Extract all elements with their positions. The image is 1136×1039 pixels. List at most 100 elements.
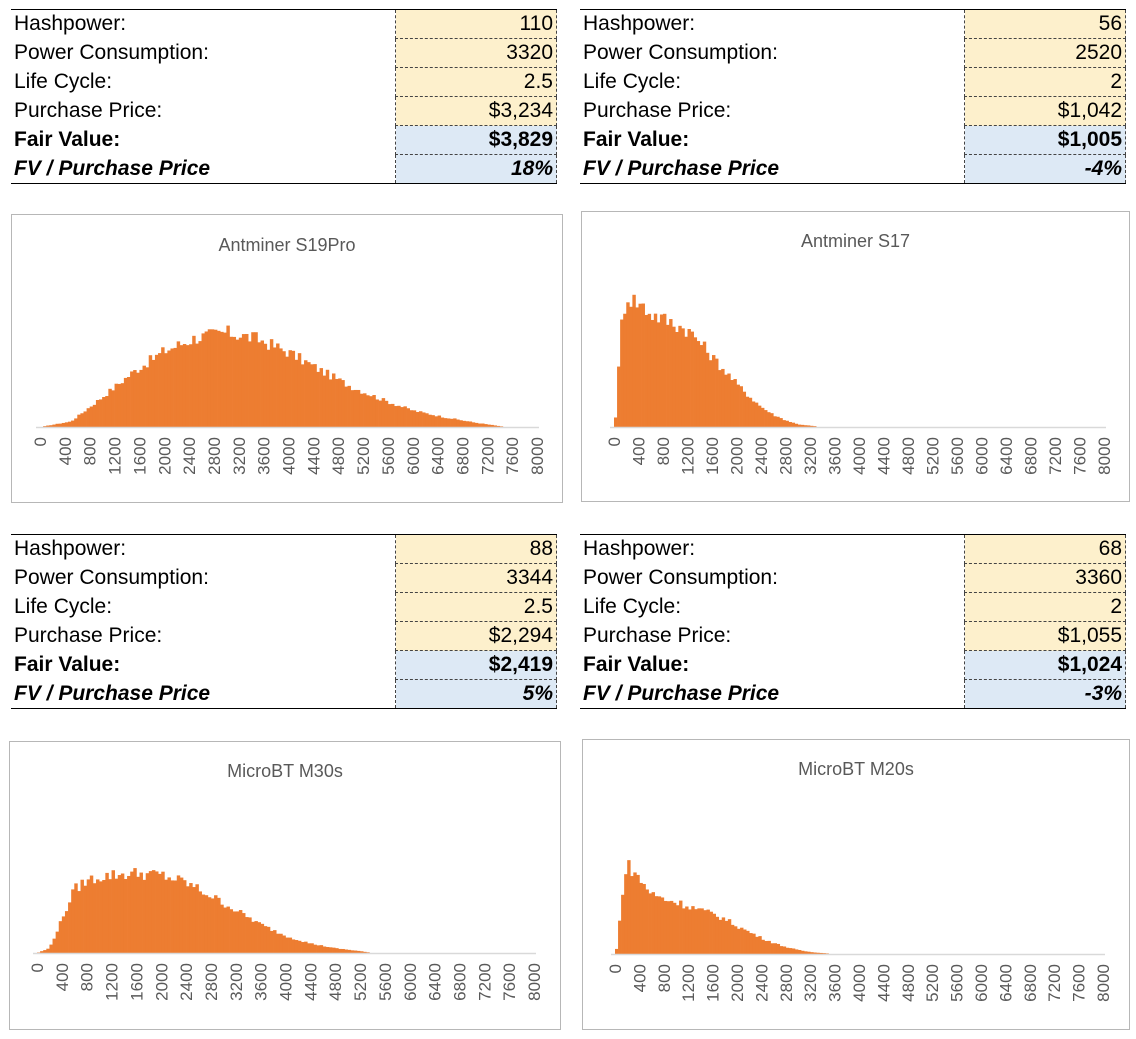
histogram-bar bbox=[127, 875, 131, 953]
input-cell[interactable]: $1,042 bbox=[964, 96, 1126, 126]
histogram-bar bbox=[55, 423, 59, 427]
histogram-bar bbox=[456, 419, 460, 427]
x-tick-label: 8000 bbox=[525, 963, 544, 1001]
histogram-bar bbox=[372, 395, 376, 427]
histogram-bar bbox=[198, 891, 202, 953]
histogram-bar bbox=[155, 871, 159, 953]
param-label: Hashpower: bbox=[14, 12, 127, 36]
histogram-bar bbox=[657, 896, 662, 954]
histogram-bar bbox=[687, 329, 691, 427]
histogram-bar bbox=[43, 426, 47, 427]
histogram-bar bbox=[142, 365, 146, 427]
histogram-bar bbox=[406, 408, 410, 427]
x-tick-label: 400 bbox=[630, 437, 649, 465]
input-cell[interactable]: 56 bbox=[964, 9, 1126, 39]
histogram-bar bbox=[353, 950, 358, 953]
histogram-bar bbox=[359, 393, 364, 427]
input-cell[interactable]: 2 bbox=[964, 67, 1126, 97]
x-tick-label: 2000 bbox=[152, 963, 171, 1001]
x-tick-label: 6800 bbox=[1021, 964, 1040, 1002]
param-row-purchase-price: Purchase Price: $3,234 bbox=[11, 96, 557, 126]
histogram-bar bbox=[328, 379, 333, 427]
histogram-bar bbox=[207, 329, 212, 427]
input-cell[interactable]: 88 bbox=[395, 534, 557, 564]
histogram-bar bbox=[746, 930, 750, 954]
input-cell[interactable]: 3320 bbox=[395, 38, 557, 68]
histogram-bar bbox=[724, 374, 728, 427]
histogram-bar bbox=[254, 332, 258, 427]
histogram-bar bbox=[804, 951, 808, 954]
x-tick-label: 4000 bbox=[850, 437, 869, 475]
histogram-chart: Antminer S17 0 400 800 1200 1600 2000 2400 2800 3… bbox=[605, 231, 1114, 475]
input-cell[interactable]: 2.5 bbox=[395, 592, 557, 622]
output-cell: 18% bbox=[395, 154, 557, 184]
histogram-bar bbox=[739, 386, 743, 427]
histogram-bar bbox=[776, 943, 781, 954]
x-tick-label: 4800 bbox=[899, 964, 918, 1002]
histogram-bar bbox=[615, 948, 619, 954]
histogram-bar bbox=[223, 907, 227, 953]
input-cell[interactable]: 2 bbox=[964, 592, 1126, 622]
histogram-bar bbox=[67, 421, 72, 427]
param-row-fair-value: Fair Value: $1,024 bbox=[580, 650, 1126, 680]
histogram-bar bbox=[266, 926, 271, 953]
histogram-bar bbox=[378, 400, 383, 427]
histogram-bar bbox=[133, 370, 137, 427]
histogram-bar bbox=[468, 421, 473, 427]
param-label: FV / Purchase Price bbox=[583, 156, 780, 180]
input-cell[interactable]: 68 bbox=[964, 534, 1126, 564]
param-label: Purchase Price: bbox=[14, 624, 163, 647]
input-cell[interactable]: $3,234 bbox=[395, 96, 557, 126]
histogram-bar bbox=[55, 931, 60, 953]
histogram-bar bbox=[696, 341, 701, 427]
histogram-bar bbox=[229, 909, 234, 953]
param-label: Fair Value: bbox=[583, 128, 690, 151]
input-cell[interactable]: $2,294 bbox=[395, 621, 557, 651]
histogram-bar bbox=[648, 893, 652, 954]
histogram-bar bbox=[350, 950, 355, 953]
histogram-bar bbox=[201, 894, 206, 953]
input-cell[interactable]: 3360 bbox=[964, 563, 1126, 593]
histogram-bar bbox=[133, 868, 137, 953]
histogram-bar bbox=[477, 423, 482, 427]
input-cell[interactable]: 2520 bbox=[964, 38, 1126, 68]
histogram-bar bbox=[767, 940, 771, 954]
histogram-bar bbox=[272, 347, 277, 427]
histogram-bar bbox=[666, 324, 670, 427]
histogram-bar bbox=[387, 404, 392, 427]
param-row-fv-ratio: FV / Purchase Price 18% bbox=[11, 154, 557, 184]
x-tick-label: 6000 bbox=[401, 963, 420, 1001]
x-tick-label: 5200 bbox=[924, 437, 943, 475]
histogram-bar bbox=[409, 410, 414, 427]
histogram-bar bbox=[161, 347, 165, 427]
param-row-fv-ratio: FV / Purchase Price -4% bbox=[580, 154, 1126, 184]
histogram-bar bbox=[712, 913, 716, 954]
histogram-bar bbox=[58, 423, 63, 427]
histogram-bar bbox=[328, 947, 333, 953]
histogram-bar bbox=[86, 408, 91, 427]
histogram-bar bbox=[294, 359, 299, 427]
input-cell[interactable]: 2.5 bbox=[395, 67, 557, 97]
histogram-bar bbox=[730, 380, 734, 427]
histogram-bar bbox=[754, 402, 759, 427]
histogram-bar bbox=[742, 391, 747, 427]
x-tick-label: 8000 bbox=[1095, 437, 1114, 475]
x-tick-label: 2800 bbox=[202, 963, 221, 1001]
histogram-bar bbox=[727, 919, 732, 954]
input-cell[interactable]: 3344 bbox=[395, 563, 557, 593]
histogram-bar bbox=[207, 897, 212, 953]
histogram-bar bbox=[238, 337, 243, 427]
histogram-bar bbox=[493, 425, 497, 427]
histogram-bar bbox=[158, 873, 162, 953]
histogram-bar bbox=[415, 412, 420, 427]
histogram-bar bbox=[418, 411, 423, 427]
histogram-bar bbox=[636, 874, 640, 954]
input-cell[interactable]: 110 bbox=[395, 9, 557, 39]
histogram-bar bbox=[660, 897, 665, 954]
input-cell[interactable]: $1,055 bbox=[964, 621, 1126, 651]
histogram-bar bbox=[801, 950, 805, 954]
param-row-power-consumption: Power Consumption: 3320 bbox=[11, 38, 557, 68]
histogram-bar bbox=[338, 378, 342, 427]
histogram-bar bbox=[58, 921, 63, 953]
histogram-bar bbox=[307, 362, 311, 427]
